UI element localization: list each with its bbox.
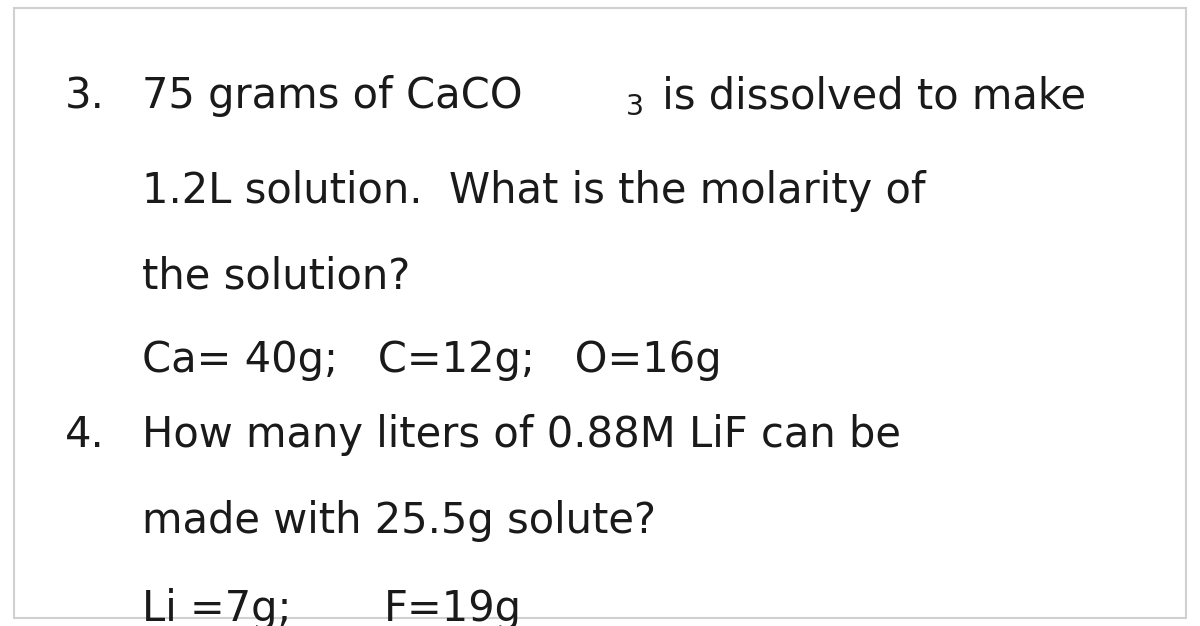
Text: the solution?: the solution?	[142, 256, 410, 298]
Text: 75 grams of CaCO: 75 grams of CaCO	[142, 75, 522, 117]
Text: Li =7g;: Li =7g;	[142, 588, 292, 626]
Text: Ca= 40g;   C=12g;   O=16g: Ca= 40g; C=12g; O=16g	[142, 339, 721, 381]
Text: F=19g: F=19g	[384, 588, 522, 626]
Text: is dissolved to make: is dissolved to make	[649, 75, 1086, 117]
Text: 3: 3	[626, 93, 644, 121]
Text: 4.: 4.	[65, 414, 104, 456]
Text: 1.2L solution.  What is the molarity of: 1.2L solution. What is the molarity of	[142, 170, 925, 212]
Text: How many liters of 0.88M LiF can be: How many liters of 0.88M LiF can be	[142, 414, 901, 456]
Text: made with 25.5g solute?: made with 25.5g solute?	[142, 500, 656, 543]
Text: 3.: 3.	[65, 75, 104, 117]
